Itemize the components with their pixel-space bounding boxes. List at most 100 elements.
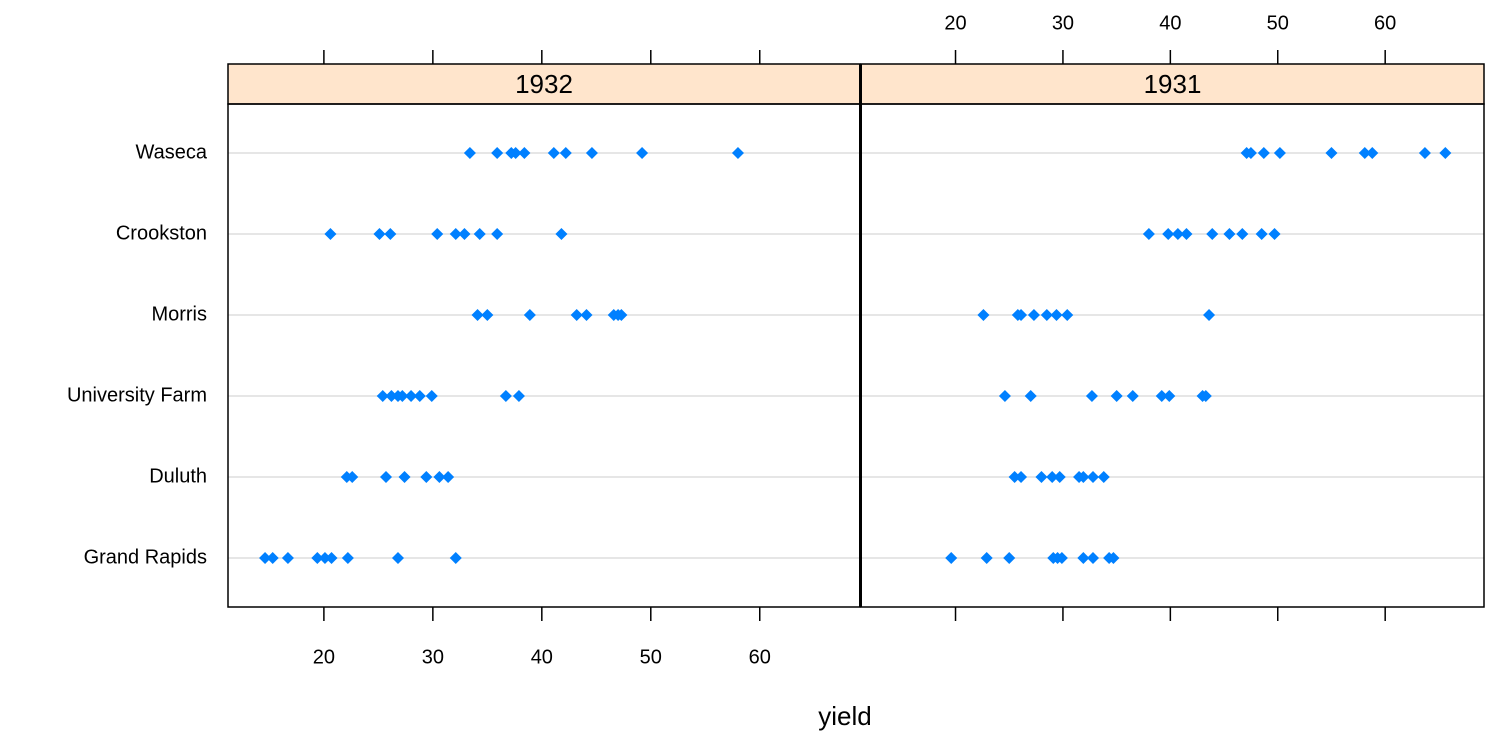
- y-tick-label: Duluth: [149, 465, 207, 487]
- point: [1418, 147, 1431, 159]
- y-tick-label: Crookston: [116, 222, 207, 244]
- point: [585, 147, 598, 159]
- point: [1085, 390, 1098, 402]
- point: [1046, 471, 1059, 483]
- y-tick-label: Morris: [151, 303, 207, 325]
- point: [463, 147, 476, 159]
- point: [420, 471, 433, 483]
- x-axis-label: yield: [818, 701, 871, 731]
- x-tick-label: 30: [422, 646, 444, 668]
- point: [499, 390, 512, 402]
- point: [977, 309, 990, 321]
- point: [1077, 552, 1090, 564]
- point: [324, 228, 337, 240]
- x-tick-label: 60: [749, 646, 771, 668]
- point: [491, 228, 504, 240]
- point: [425, 390, 438, 402]
- point: [391, 552, 404, 564]
- point: [431, 228, 444, 240]
- point: [449, 228, 462, 240]
- panel-frame: [860, 103, 1485, 608]
- x-tick-label: 20: [944, 12, 966, 34]
- point: [491, 147, 504, 159]
- point: [1223, 228, 1236, 240]
- point: [1268, 228, 1281, 240]
- point: [1087, 471, 1100, 483]
- x-tick-label: 40: [531, 646, 553, 668]
- point: [385, 390, 398, 402]
- point: [380, 471, 392, 483]
- point: [396, 390, 409, 402]
- point: [471, 309, 484, 321]
- point: [1035, 471, 1048, 483]
- point: [1107, 552, 1120, 564]
- point: [376, 390, 389, 402]
- point: [1325, 147, 1338, 159]
- point: [481, 309, 494, 321]
- point: [580, 309, 593, 321]
- point: [1180, 228, 1193, 240]
- point: [281, 552, 294, 564]
- point: [615, 309, 628, 321]
- point: [509, 147, 522, 159]
- point: [1206, 228, 1219, 240]
- point: [998, 390, 1011, 402]
- point: [1142, 228, 1155, 240]
- x-tick-label: 50: [1267, 12, 1289, 34]
- point: [1077, 471, 1090, 483]
- point: [266, 552, 279, 564]
- point: [1053, 471, 1066, 483]
- point: [1358, 147, 1371, 159]
- point: [547, 147, 560, 159]
- point: [398, 471, 411, 483]
- point: [384, 228, 397, 240]
- point: [1236, 228, 1249, 240]
- point: [405, 390, 418, 402]
- point: [1162, 228, 1175, 240]
- point: [325, 552, 338, 564]
- strip: [227, 63, 861, 105]
- point: [1273, 147, 1286, 159]
- point: [449, 552, 462, 564]
- point: [1015, 309, 1028, 321]
- point: [1366, 147, 1379, 159]
- point: [1097, 471, 1110, 483]
- point: [523, 309, 536, 321]
- point: [1061, 309, 1074, 321]
- point: [1087, 552, 1100, 564]
- x-tick-label: 50: [640, 646, 662, 668]
- point: [1050, 309, 1063, 321]
- point: [1244, 147, 1257, 159]
- x-tick-label: 30: [1052, 12, 1074, 34]
- point: [945, 552, 958, 564]
- point: [1055, 552, 1068, 564]
- point: [1024, 390, 1037, 402]
- point: [259, 552, 272, 564]
- point: [1008, 471, 1021, 483]
- point: [1155, 390, 1168, 402]
- point: [570, 309, 583, 321]
- y-tick-label: Waseca: [135, 141, 207, 163]
- point: [512, 390, 525, 402]
- point: [555, 228, 568, 240]
- point: [346, 471, 359, 483]
- strip: [860, 63, 1485, 105]
- x-tick-label: 40: [1159, 12, 1181, 34]
- point: [442, 471, 455, 483]
- point: [1110, 390, 1123, 402]
- point: [1439, 147, 1452, 159]
- point: [458, 228, 471, 240]
- point: [636, 147, 649, 159]
- point: [1040, 309, 1053, 321]
- x-tick-label: 20: [313, 646, 335, 668]
- point: [980, 552, 993, 564]
- point: [1171, 228, 1184, 240]
- point: [311, 552, 324, 564]
- point: [1199, 390, 1212, 402]
- point: [559, 147, 572, 159]
- point: [1126, 390, 1139, 402]
- point: [1203, 309, 1216, 321]
- point: [1027, 309, 1040, 321]
- point: [1015, 471, 1028, 483]
